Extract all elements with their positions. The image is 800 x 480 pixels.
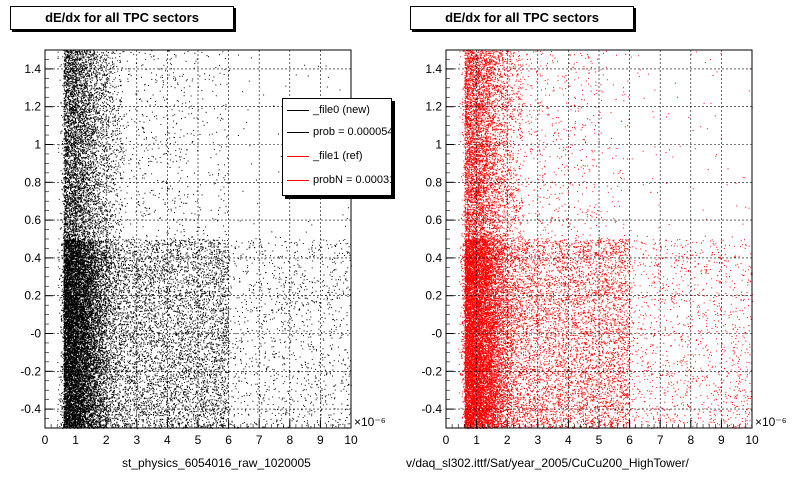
y-tick-label: -0 xyxy=(431,327,442,341)
x-tick-label: 1 xyxy=(72,433,79,447)
x-tick-label: 0 xyxy=(42,433,49,447)
y-tick-label: 0.8 xyxy=(24,175,41,189)
legend-label: _file1 (ref) xyxy=(313,150,363,162)
x-tick-label: 3 xyxy=(133,433,140,447)
y-tick-label: -0 xyxy=(30,327,41,341)
x-exponent-label: ×10⁻⁶ xyxy=(354,415,386,429)
y-tick-label: -0.2 xyxy=(421,364,442,378)
x-tick-label: 9 xyxy=(317,433,324,447)
y-tick-label: 1 xyxy=(435,138,442,152)
x-tick-label: 10 xyxy=(745,433,759,447)
grid xyxy=(446,50,752,428)
y-tick-label: 0.8 xyxy=(425,175,442,189)
y-tick-label: -0.4 xyxy=(20,402,41,416)
y-tick-label: 0.6 xyxy=(24,213,41,227)
left-x-label: st_physics_6054016_raw_1020005 xyxy=(122,456,311,470)
x-tick-label: 3 xyxy=(534,433,541,447)
x-tick-label: 10 xyxy=(344,433,358,447)
x-tick-label: 5 xyxy=(195,433,202,447)
y-tick-label: 0.6 xyxy=(425,213,442,227)
y-tick-label: 0.2 xyxy=(425,289,442,303)
x-tick-label: 6 xyxy=(225,433,232,447)
x-tick-label: 6 xyxy=(626,433,633,447)
legend-swatch xyxy=(287,156,309,157)
legend-label: prob = 0.000054 xyxy=(313,126,392,138)
x-tick-label: 5 xyxy=(596,433,603,447)
x-tick-label: 9 xyxy=(718,433,725,447)
y-tick-label: 1.4 xyxy=(425,62,442,76)
x-tick-label: 2 xyxy=(504,433,511,447)
x-tick-label: 7 xyxy=(657,433,664,447)
right-chart-title: dE/dx for all TPC sectors xyxy=(410,6,634,30)
y-tick-label: 1 xyxy=(34,138,41,152)
legend-entry-file1: _file1 (ref) xyxy=(283,147,391,167)
x-tick-label: 7 xyxy=(256,433,263,447)
y-tick-label: 0.4 xyxy=(425,251,442,265)
scatter-points xyxy=(57,50,352,429)
x-tick-label: 2 xyxy=(103,433,110,447)
y-tick-label: 0.2 xyxy=(24,289,41,303)
chart-left: 0 1 2 3 4 5 6 7 8 9 10 -0.4 -0.2 -0 0.2 0.4 0.6 0.8 1 1.2 1.… xyxy=(20,49,386,447)
x-tick-label: 4 xyxy=(164,433,171,447)
x-tick-label: 0 xyxy=(443,433,450,447)
y-tick-label: 1.2 xyxy=(24,100,41,114)
legend-entry-file0: _file0 (new) xyxy=(283,101,391,121)
x-tick-label: 1 xyxy=(473,433,480,447)
grid xyxy=(45,50,351,428)
right-x-label: v/daq_sl302.ittf/Sat/year_2005/CuCu200_H… xyxy=(406,456,689,470)
scatter-point-cloud xyxy=(57,50,352,429)
chart-right: 0 1 2 3 4 5 6 7 8 9 10 -0.4 -0.2 -0 0.2 0.4 0.6 0.8 1 1.2 1.… xyxy=(421,49,787,447)
y-tick-label: -0.4 xyxy=(421,402,442,416)
legend-entry-probN: probN = 0.00031 xyxy=(283,171,391,191)
legend-swatch xyxy=(287,180,309,181)
x-tick-label: 4 xyxy=(565,433,572,447)
legend-swatch xyxy=(287,132,309,133)
y-tick-label: 1.2 xyxy=(425,100,442,114)
legend-entry-prob: prob = 0.000054 xyxy=(283,123,391,143)
legend-label: _file0 (new) xyxy=(313,104,370,116)
x-tick-label: 8 xyxy=(687,433,694,447)
legend-label: probN = 0.00031 xyxy=(313,174,392,186)
y-tick-label: -0.2 xyxy=(20,364,41,378)
y-tick-label: 1.4 xyxy=(24,62,41,76)
x-exponent-label: ×10⁻⁶ xyxy=(755,415,787,429)
legend-swatch xyxy=(287,110,309,111)
y-tick-label: 0.4 xyxy=(24,251,41,265)
left-chart-title: dE/dx for all TPC sectors xyxy=(10,6,234,30)
x-tick-label: 8 xyxy=(286,433,293,447)
legend: _file0 (new) prob = 0.000054 _file1 (ref… xyxy=(282,98,392,196)
